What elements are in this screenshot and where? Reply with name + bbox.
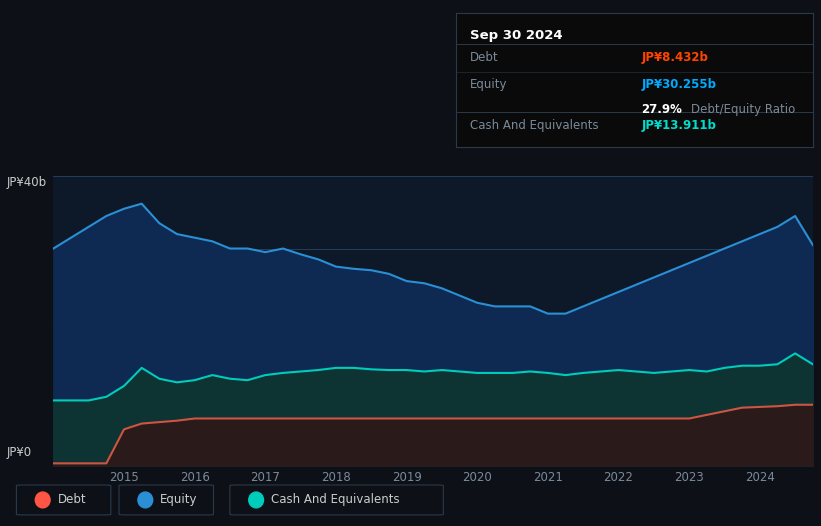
Text: Debt: Debt [57,493,86,507]
Text: Equity: Equity [160,493,198,507]
Text: Sep 30 2024: Sep 30 2024 [470,29,562,42]
Text: 27.9%: 27.9% [641,103,682,116]
Text: JP¥13.911b: JP¥13.911b [641,119,716,132]
Text: JP¥40b: JP¥40b [7,176,47,189]
Text: Cash And Equivalents: Cash And Equivalents [470,119,599,132]
Text: Debt/Equity Ratio: Debt/Equity Ratio [691,103,796,116]
Text: Cash And Equivalents: Cash And Equivalents [271,493,400,507]
Ellipse shape [35,492,50,508]
Ellipse shape [138,492,153,508]
Text: JP¥8.432b: JP¥8.432b [641,50,709,64]
Text: Debt: Debt [470,50,498,64]
Text: JP¥30.255b: JP¥30.255b [641,77,717,90]
Ellipse shape [249,492,264,508]
Text: Equity: Equity [470,77,507,90]
Text: JP¥0: JP¥0 [7,446,32,459]
